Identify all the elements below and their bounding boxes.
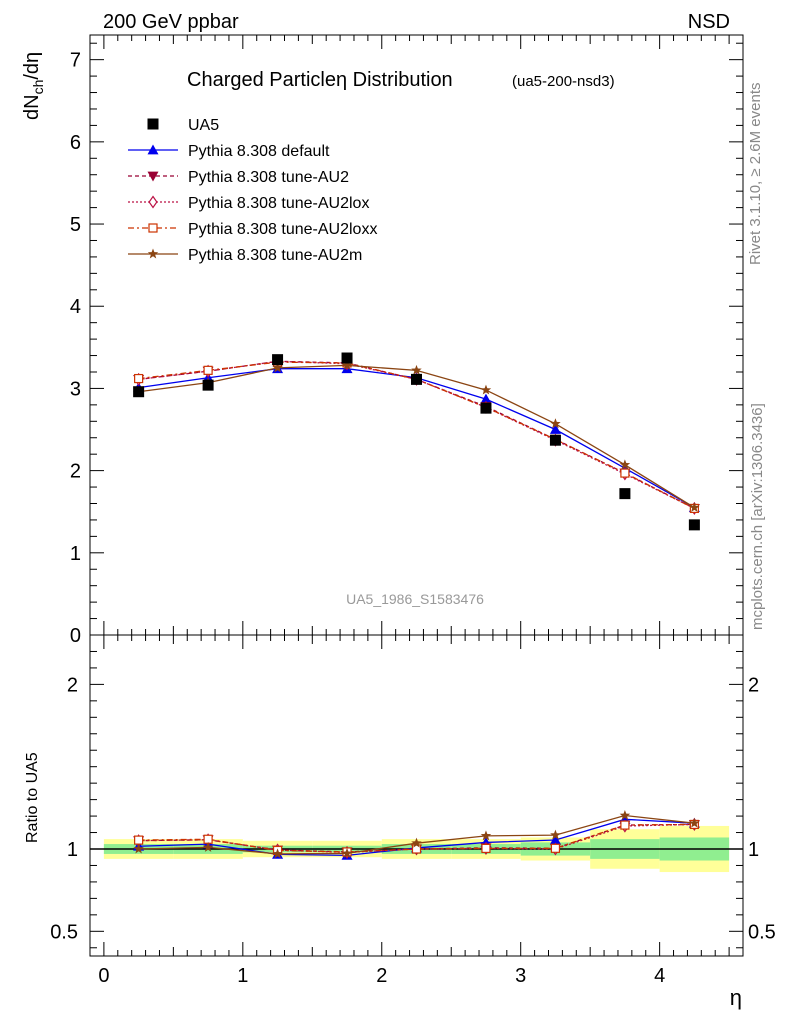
series-line-main: [138, 364, 695, 509]
series-marker: [133, 843, 144, 854]
series-marker: [134, 373, 144, 384]
series-marker: [147, 171, 159, 182]
y-tick-label-ratio: 1: [67, 839, 78, 861]
data-marker: [341, 352, 353, 364]
y-axis-label-main: dNch/dη: [21, 52, 46, 120]
data-marker: [411, 373, 422, 385]
y-tick-label-main: 1: [70, 543, 81, 565]
chart-title: Charged Particleη Distribution: [187, 69, 453, 91]
rivet-label: Rivet 3.1.10, ≥ 2.6M events: [747, 83, 764, 266]
series-marker: [341, 359, 353, 370]
series-marker: [549, 834, 561, 845]
data-marker: [272, 354, 284, 366]
data-marker: [147, 118, 159, 130]
series-marker: [481, 843, 491, 854]
series-marker: [549, 424, 561, 434]
y-tick-label-ratio-right: 0.5: [748, 921, 776, 943]
y-tick-label-ratio: 2: [67, 674, 78, 696]
data-marker: [133, 386, 145, 398]
legend-label: Pythia 8.308 tune-AU2lox: [188, 195, 369, 212]
legend-label: Pythia 8.308 tune-AU2loxx: [188, 221, 377, 238]
series-marker: [272, 848, 283, 859]
series-marker: [147, 144, 159, 155]
x-tick-label: 1: [237, 965, 248, 987]
series-marker: [620, 820, 630, 830]
legend-label: Pythia 8.308 tune-AU2: [188, 169, 349, 186]
legend-label: Pythia 8.308 tune-AU2m: [188, 247, 362, 264]
legend: UA5 Pythia 8.308 default Pythia 8.308 tune…: [128, 117, 377, 264]
mcplots-label: mcplots.cern.ch [arXiv:1306.3436]: [749, 403, 766, 630]
series-marker: [550, 843, 561, 853]
header-right: NSD: [688, 11, 730, 33]
y-tick-label-main: 6: [70, 132, 81, 154]
data-marker: [480, 402, 492, 414]
chart-title-tag: (ua5-200-nsd3): [512, 73, 615, 90]
y-label-sub: ch: [30, 80, 46, 95]
series-marker: [148, 195, 158, 209]
x-tick-label: 2: [376, 965, 387, 987]
series-marker: [619, 810, 631, 820]
series-marker: [411, 364, 422, 375]
series-marker: [620, 468, 630, 478]
series-marker: [411, 837, 422, 848]
series-marker: [203, 365, 213, 375]
series-marker: [619, 459, 631, 470]
data-marker: [549, 434, 561, 446]
series-marker: [147, 248, 159, 259]
x-axis-label: η: [730, 985, 742, 1010]
series-line-ratio: [138, 823, 695, 854]
data-marker: [202, 379, 214, 391]
ratio-plot-series: [133, 810, 700, 860]
y-tick-label-main: 0: [70, 625, 81, 647]
axis-ticks: 0 1 2 3 4 0 1 2 3 4 5 6 7 0.5 0.5 1 1 2 2: [50, 35, 776, 987]
series-marker: [550, 829, 561, 840]
series-marker: [148, 223, 158, 233]
main-plot-series: [133, 352, 700, 531]
analysis-watermark: UA5_1986_S1583476: [346, 591, 484, 607]
series-line-ratio: [138, 823, 695, 853]
series-marker: [689, 502, 700, 513]
x-tick-label: 4: [654, 965, 665, 987]
data-marker: [619, 488, 631, 500]
series-marker: [689, 817, 700, 828]
y-tick-label-ratio: 0.5: [50, 921, 78, 943]
series-marker: [550, 418, 561, 429]
series-marker: [341, 847, 353, 858]
legend-label: Pythia 8.308 default: [188, 143, 330, 160]
y-tick-label-ratio-right: 2: [748, 674, 759, 696]
y-axis-label-ratio: Ratio to UA5: [24, 752, 41, 843]
y-label-rest: /dη: [21, 52, 43, 80]
series-line-main: [138, 368, 695, 509]
x-tick-label: 0: [98, 965, 109, 987]
y-tick-label-main: 2: [70, 461, 81, 483]
x-tick-label: 3: [515, 965, 526, 987]
y-tick-label-main: 3: [70, 378, 81, 400]
series-marker: [272, 362, 283, 373]
series-marker: [480, 393, 492, 404]
series-marker: [202, 841, 214, 852]
y-label-base: dN: [21, 94, 43, 120]
y-tick-label-main: 7: [70, 50, 81, 72]
ratio-plot-frame: [89, 634, 744, 957]
data-marker: [688, 519, 700, 531]
y-tick-label-main: 4: [70, 296, 81, 318]
legend-label: UA5: [188, 117, 219, 134]
header-left: 200 GeV ppbar: [103, 11, 239, 33]
series-marker: [480, 830, 492, 841]
series-marker: [480, 384, 492, 395]
y-tick-label-main: 5: [70, 214, 81, 236]
y-tick-label-ratio-right: 1: [748, 839, 759, 861]
series-marker: [134, 835, 144, 845]
